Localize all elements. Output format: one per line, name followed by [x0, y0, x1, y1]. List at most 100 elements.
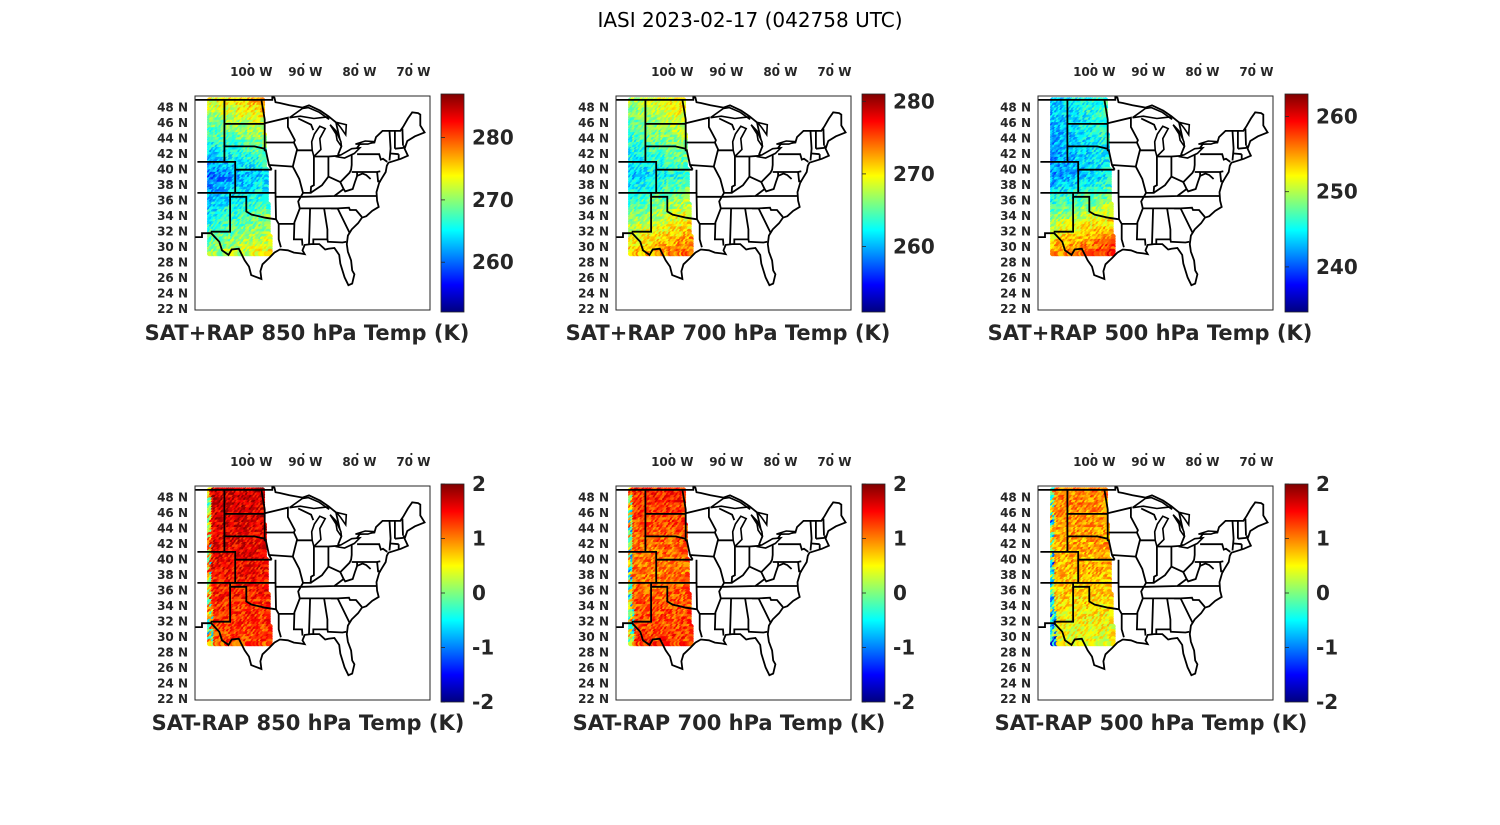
state-border — [645, 145, 686, 150]
lat-tick-label: 30 N — [157, 240, 188, 254]
state-border — [326, 239, 347, 244]
lat-tick-label: 24 N — [157, 287, 188, 301]
degree-mark — [168, 180, 172, 183]
state-border — [655, 169, 698, 194]
degree-mark — [168, 257, 172, 260]
state-border — [224, 145, 265, 150]
great-lake — [710, 106, 751, 120]
great-lake — [335, 146, 362, 159]
degree-mark — [168, 304, 172, 307]
degree-mark — [589, 211, 593, 214]
degree-mark — [589, 273, 593, 276]
state-border — [685, 116, 725, 246]
panel-1: 48 N46 N44 N42 N40 N38 N36 N34 N32 N30 N… — [145, 62, 514, 345]
great-lake — [335, 121, 348, 138]
lon-tick-label: 90 W — [288, 65, 322, 79]
map-axes-frame — [194, 95, 431, 311]
great-lake — [731, 125, 748, 158]
state-border — [308, 208, 311, 245]
lon-tick-label: 80 W — [342, 65, 376, 79]
degree-mark — [168, 149, 172, 152]
degree-mark — [589, 133, 593, 136]
panel-title: SAT+RAP 850 hPa Temp (K) — [145, 321, 470, 345]
great-lake — [329, 124, 343, 147]
state-border — [210, 196, 231, 233]
state-border — [356, 172, 372, 180]
state-border — [718, 117, 736, 131]
state-border — [234, 169, 277, 194]
lat-tick-label: 38 N — [578, 178, 609, 192]
degree-mark — [168, 133, 172, 136]
lat-tick-label: 42 N — [157, 147, 188, 161]
degree-mark — [168, 211, 172, 214]
lon-tick-label: 80 W — [763, 65, 797, 79]
degree-mark — [168, 195, 172, 198]
state-border — [376, 171, 381, 183]
lat-tick-label: 26 N — [578, 271, 609, 285]
state-border — [339, 154, 353, 183]
lat-tick-label: 28 N — [157, 256, 188, 270]
degree-mark — [589, 164, 593, 167]
degree-mark — [356, 62, 359, 66]
lon-tick-label: 70 W — [396, 65, 430, 79]
map-axes-frame — [615, 95, 852, 311]
state-border — [822, 128, 825, 146]
degree-mark — [669, 62, 672, 66]
colorbar-tick-label: 260 — [893, 235, 935, 259]
lon-tick-label: 90 W — [709, 65, 743, 79]
lat-tick-label: 48 N — [157, 101, 188, 115]
degree-mark — [168, 288, 172, 291]
lat-tick-label: 32 N — [578, 225, 609, 239]
degree-mark — [589, 242, 593, 245]
great-lake — [776, 140, 797, 145]
panel-2: 48 N46 N44 N42 N40 N38 N36 N34 N32 N30 N… — [566, 62, 935, 345]
lat-tick-label: 36 N — [578, 194, 609, 208]
state-border — [394, 145, 406, 150]
state-border — [689, 164, 714, 168]
lat-tick-label: 28 N — [578, 256, 609, 270]
state-border — [763, 175, 779, 193]
colorbar-tick-label: 280 — [893, 89, 935, 113]
state-border — [772, 170, 802, 173]
lat-tick-label: 42 N — [578, 147, 609, 161]
panel-3: 48 N46 N44 N42 N40 N38 N36 N34 N32 N30 N… — [988, 62, 1358, 345]
lat-tick-label: 34 N — [578, 209, 609, 223]
degree-mark — [168, 226, 172, 229]
colorbar — [861, 93, 886, 313]
degree-mark — [168, 102, 172, 105]
degree-mark — [589, 180, 593, 183]
degree-mark — [302, 62, 305, 66]
degree-mark — [589, 149, 593, 152]
lat-tick-label: 22 N — [578, 302, 609, 316]
degree-mark — [589, 118, 593, 121]
state-border — [388, 130, 392, 161]
degree-mark — [723, 62, 726, 66]
degree-mark — [831, 62, 834, 66]
state-border — [747, 239, 768, 244]
retrieval-swath — [628, 97, 694, 257]
state-border — [401, 128, 404, 146]
great-lake — [355, 140, 376, 145]
lat-tick-label: 30 N — [578, 240, 609, 254]
lat-tick-label: 40 N — [578, 163, 609, 177]
state-border — [797, 171, 802, 183]
state-border — [810, 152, 820, 156]
lat-tick-label: 44 N — [578, 132, 609, 146]
degree-mark — [248, 62, 251, 66]
lat-tick-label: 22 N — [157, 302, 188, 316]
degree-mark — [589, 304, 593, 307]
state-border — [351, 170, 381, 173]
state-border — [357, 153, 388, 163]
lat-tick-label: 26 N — [157, 271, 188, 285]
map-content — [195, 96, 426, 287]
panels-container: 48 N46 N44 N42 N40 N38 N36 N34 N32 N30 N… — [145, 62, 1358, 735]
state-border — [618, 161, 693, 171]
lon-tick-label: 100 W — [230, 65, 272, 79]
lat-tick-label: 34 N — [157, 209, 188, 223]
degree-mark — [589, 226, 593, 229]
lat-tick-label: 36 N — [157, 194, 188, 208]
lat-tick-label: 40 N — [157, 163, 188, 177]
colorbar-tick-label: 260 — [472, 250, 514, 274]
state-border — [268, 164, 293, 168]
